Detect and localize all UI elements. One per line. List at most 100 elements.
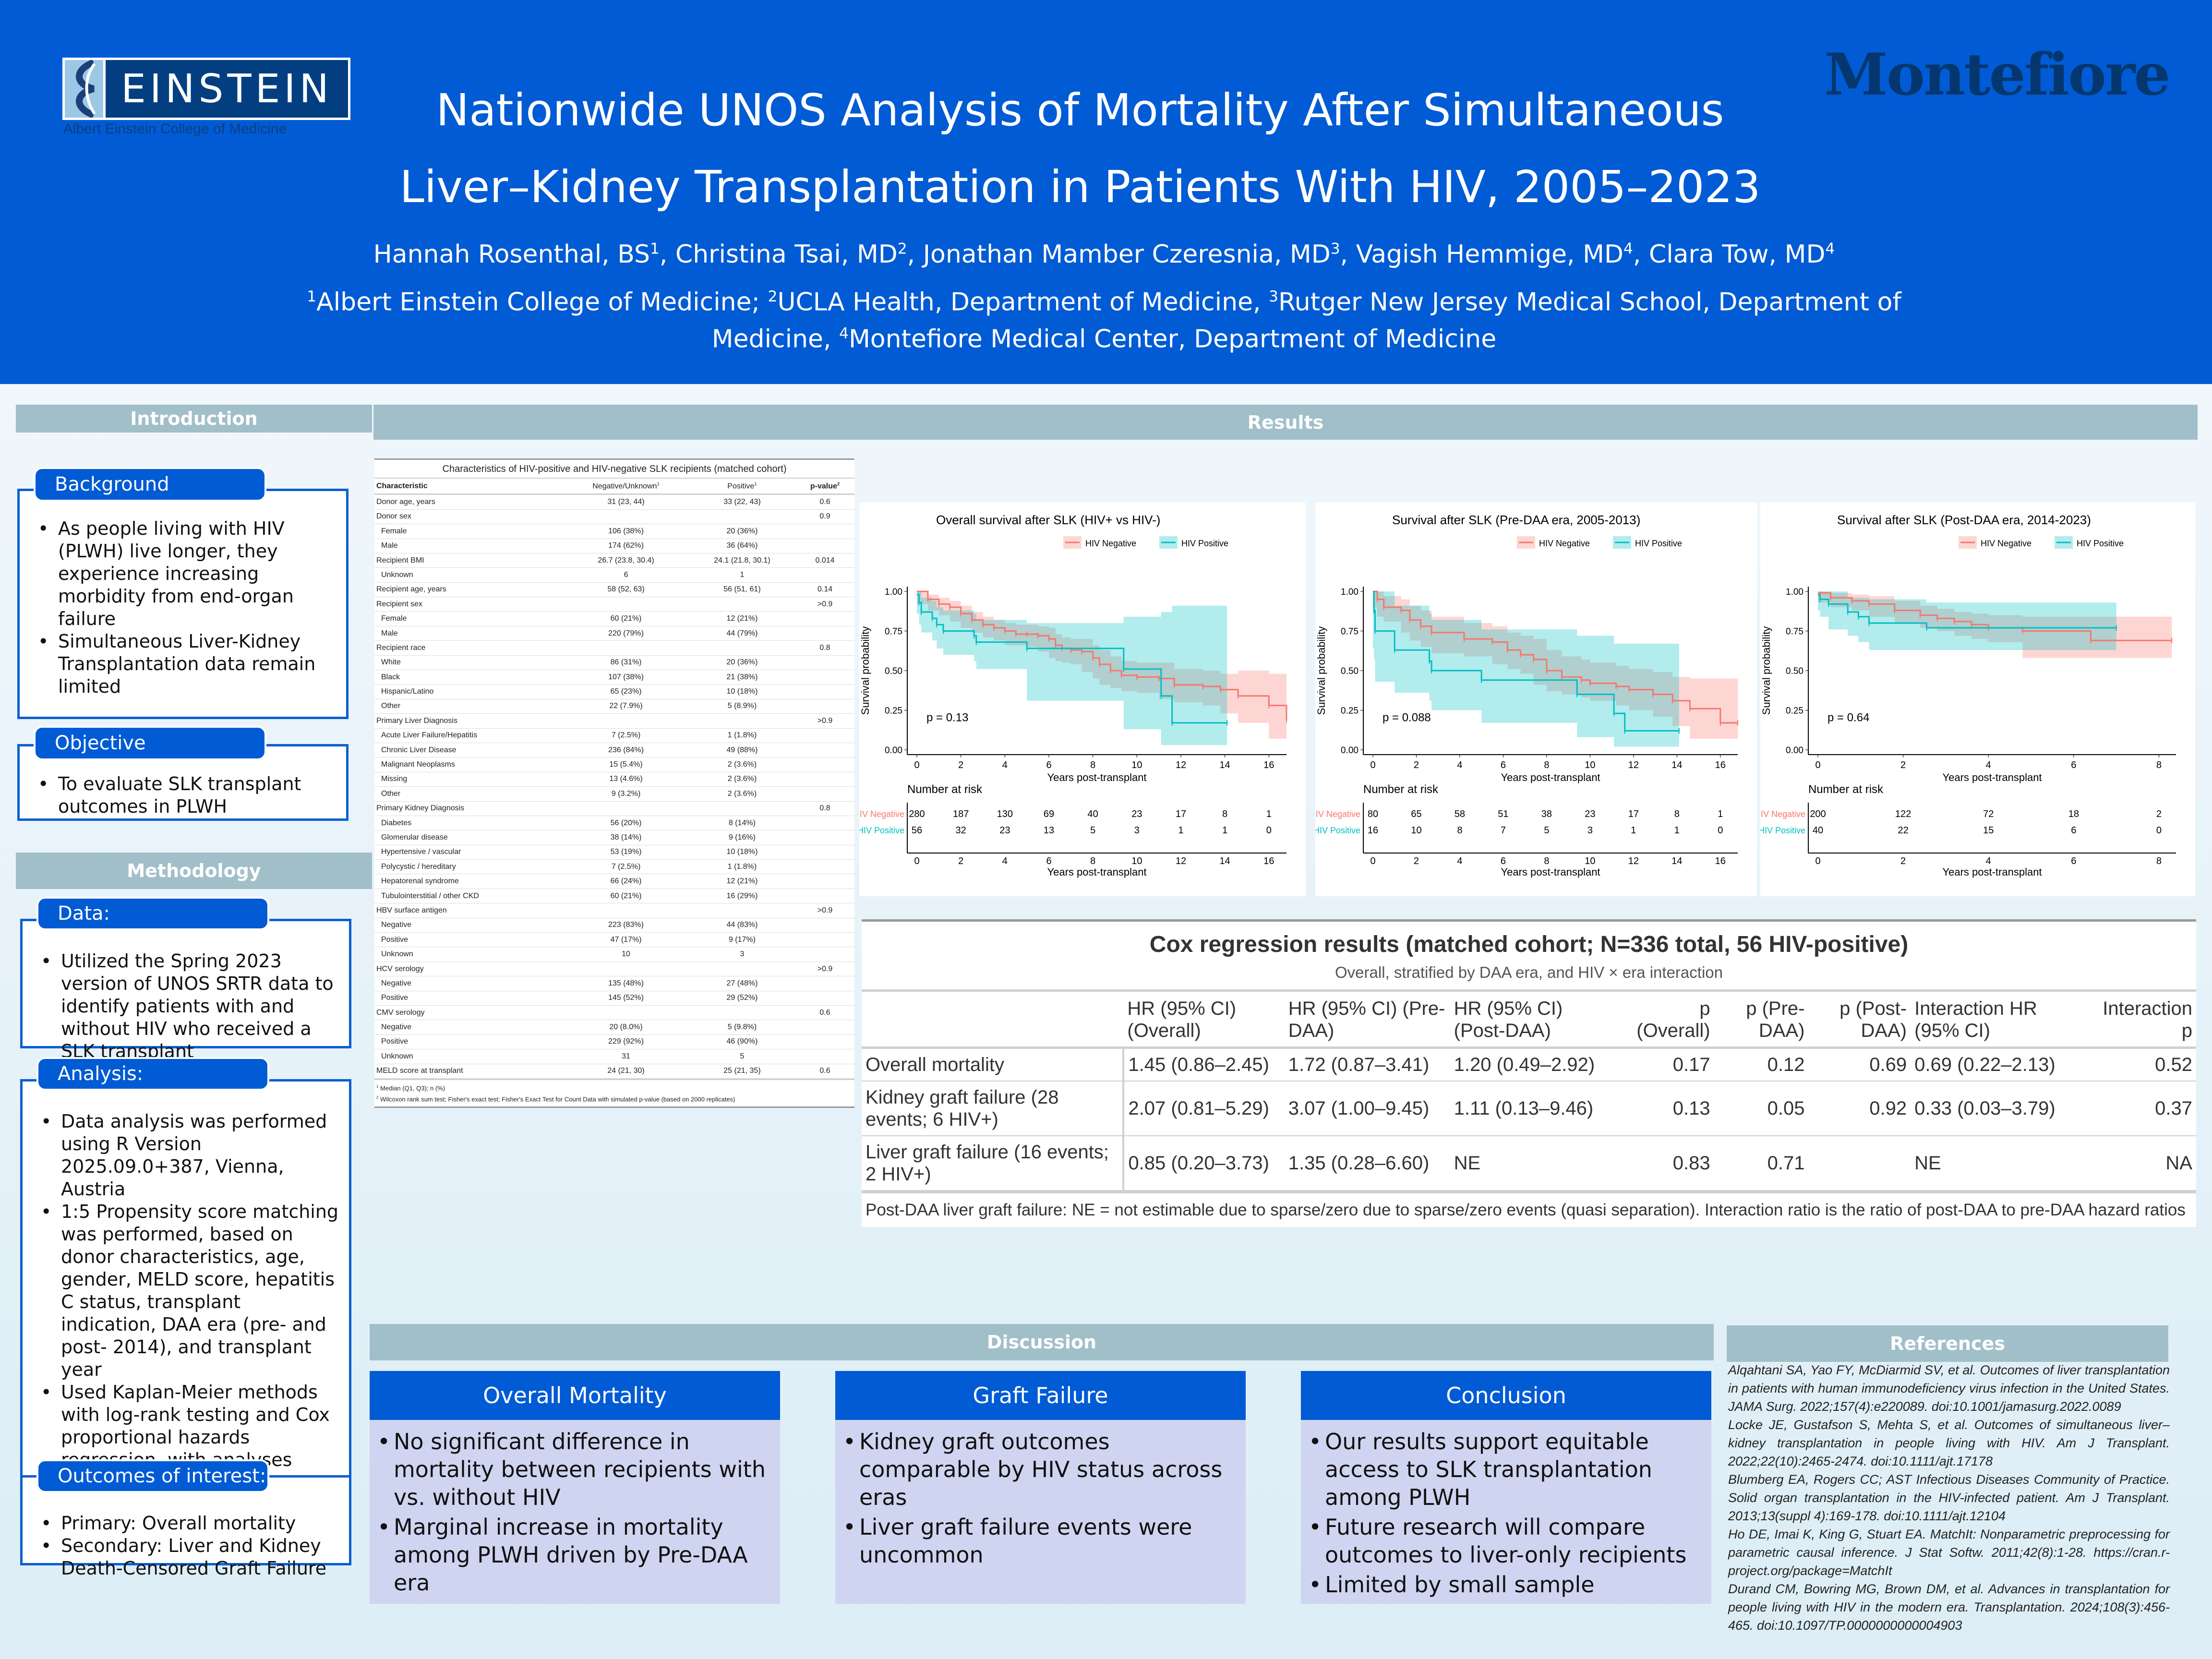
risk-x-tick-label: 2 <box>1900 856 1906 866</box>
table-row: Diabetes 56 (20%) 8 (14%) <box>374 816 854 831</box>
risk-count: 72 <box>1983 809 1994 819</box>
cell: 44 (79%) <box>688 626 796 641</box>
author-affiliation-mark: 4 <box>1623 240 1633 258</box>
cell <box>563 962 689 977</box>
x-tick-label: 12 <box>1176 760 1186 770</box>
cell <box>795 845 854 860</box>
cell <box>795 757 854 772</box>
risk-count: 17 <box>1628 809 1639 819</box>
p-value-label: p = 0.088 <box>1382 711 1431 724</box>
x-tick-label: 2 <box>1900 760 1906 770</box>
cell: 0.13 <box>1622 1081 1714 1136</box>
row-label: Hypertensive / vascular <box>374 845 564 860</box>
cell: 229 (92%) <box>563 1034 689 1050</box>
card-title: Graft Failure <box>835 1371 1246 1420</box>
dna-helix-icon <box>65 59 103 119</box>
risk-x-axis-label: Years post-transplant <box>1501 866 1600 878</box>
row-label: Positive <box>374 932 564 948</box>
x-tick-label: 0 <box>1815 760 1820 770</box>
x-tick-label: 16 <box>1263 760 1274 770</box>
data-box: Utilized the Spring 2023 version of UNOS… <box>20 919 351 1062</box>
cell: 0.92 <box>1808 1081 1911 1136</box>
risk-count: 69 <box>1044 809 1054 819</box>
risk-count: 1 <box>1178 825 1183 836</box>
cell: 21 (38%) <box>688 670 796 685</box>
x-tick-label: 2 <box>1414 760 1419 770</box>
risk-count: 0 <box>1718 825 1723 836</box>
x-axis-label: Years post-transplant <box>1047 771 1146 783</box>
cell: >0.9 <box>795 903 854 918</box>
table-row: Negative 20 (8.0%) 5 (9.8%) <box>374 1020 854 1035</box>
risk-count: 5 <box>1090 825 1095 836</box>
cell <box>795 670 854 685</box>
cell <box>795 991 854 1006</box>
row-label: Recipient race <box>374 640 564 656</box>
cell: >0.9 <box>795 597 854 612</box>
risk-count: 5 <box>1544 825 1549 836</box>
risk-x-tick-label: 16 <box>1263 856 1274 866</box>
cell: 10 <box>563 947 689 962</box>
row-label: Kidney graft failure (28 events; 6 HIV+) <box>862 1081 1125 1136</box>
cell: 20 (36%) <box>688 655 796 671</box>
risk-count: 1 <box>1266 809 1272 819</box>
risk-x-tick-label: 0 <box>1815 856 1820 866</box>
author-name: Christina Tsai, MD <box>675 240 898 269</box>
table-row: Female 60 (21%) 12 (21%) <box>374 611 854 626</box>
cox-col-header: HR (95% CI) (Post-DAA) <box>1450 992 1622 1049</box>
cox-col-header <box>862 992 1124 1049</box>
cell <box>688 640 796 656</box>
risk-count: 122 <box>1895 809 1911 819</box>
table-row: Kidney graft failure (28 events; 6 HIV+)… <box>862 1081 2196 1136</box>
legend-label: HIV Positive <box>1181 539 1228 548</box>
cell: 1.45 (0.86–2.45) <box>1123 1047 1285 1082</box>
cox-subtitle: Overall, stratified by DAA era, and HIV … <box>862 958 2196 992</box>
cell: 1.72 (0.87–3.41) <box>1284 1047 1450 1082</box>
x-tick-label: 0 <box>1370 760 1375 770</box>
cell: 24 (21, 30) <box>563 1064 689 1079</box>
cell: NA <box>2087 1136 2196 1191</box>
cell: 0.69 (0.22–2.13) <box>1911 1047 2088 1082</box>
y-tick-label: 0.50 <box>1786 666 1803 676</box>
row-label: Primary Liver Diagnosis <box>374 713 564 729</box>
cell: 0.83 <box>1622 1136 1714 1191</box>
cell: 0.14 <box>795 582 854 598</box>
legend-label: HIV Negative <box>1981 539 2032 548</box>
table-row: HCV serology >0.9 <box>374 962 854 977</box>
table-row: CMV serology 0.6 <box>374 1005 854 1021</box>
ci-band <box>1818 591 2116 650</box>
poster-header: EINSTEIN Albert Einstein College of Medi… <box>0 0 2212 384</box>
table-row: Male 174 (62%) 36 (64%) <box>374 539 854 553</box>
affiliation-text: Rutger New Jersey Medical School, Depart… <box>711 288 1901 354</box>
card-bullets: No significant difference in mortality b… <box>370 1420 780 1597</box>
cell: 58 (52, 63) <box>563 582 689 598</box>
cell: 8 (14%) <box>688 816 796 831</box>
x-tick-label: 12 <box>1628 760 1639 770</box>
risk-x-tick-label: 8 <box>2156 856 2162 866</box>
cell: 5 <box>688 1049 796 1064</box>
y-axis-label: Survival probability <box>1760 626 1772 715</box>
row-label: Positive <box>374 1034 564 1050</box>
reference-item: Ho DE, Imai K, King G, Stuart EA. MatchI… <box>1728 1527 2170 1578</box>
table-row: Donor age, years 31 (23, 44) 33 (22, 43) 0.… <box>374 494 854 510</box>
cell: 25 (21, 35) <box>688 1064 796 1079</box>
table1-header-row: Characteristic Negative/Unknown1 Positive1… <box>374 479 854 495</box>
cell <box>688 962 796 977</box>
affiliation-mark: 3 <box>1269 288 1278 305</box>
survival-curve <box>1373 590 1679 732</box>
x-tick-label: 8 <box>1544 760 1549 770</box>
cell: 46 (90%) <box>688 1034 796 1050</box>
cell: 49 (88%) <box>688 743 796 758</box>
x-tick-label: 8 <box>2156 760 2162 770</box>
cell <box>795 611 854 626</box>
cell: 44 (83%) <box>688 918 796 933</box>
row-label: Black <box>374 670 564 685</box>
cox-footnote: Post-DAA liver graft failure: NE = not e… <box>862 1191 2196 1227</box>
p-value-label: p = 0.13 <box>926 711 968 724</box>
cell <box>563 713 689 729</box>
risk-table-title: Number at risk <box>907 783 983 796</box>
row-label: Male <box>374 539 564 553</box>
table-row: Black 107 (38%) 21 (38%) <box>374 670 854 685</box>
references-list: Alqahtani SA, Yao FY, McDiarmid SV, et a… <box>1728 1361 2170 1635</box>
cell: 135 (48%) <box>563 976 689 991</box>
bullet-item: 1:5 Propensity score matching was perfor… <box>41 1201 339 1381</box>
